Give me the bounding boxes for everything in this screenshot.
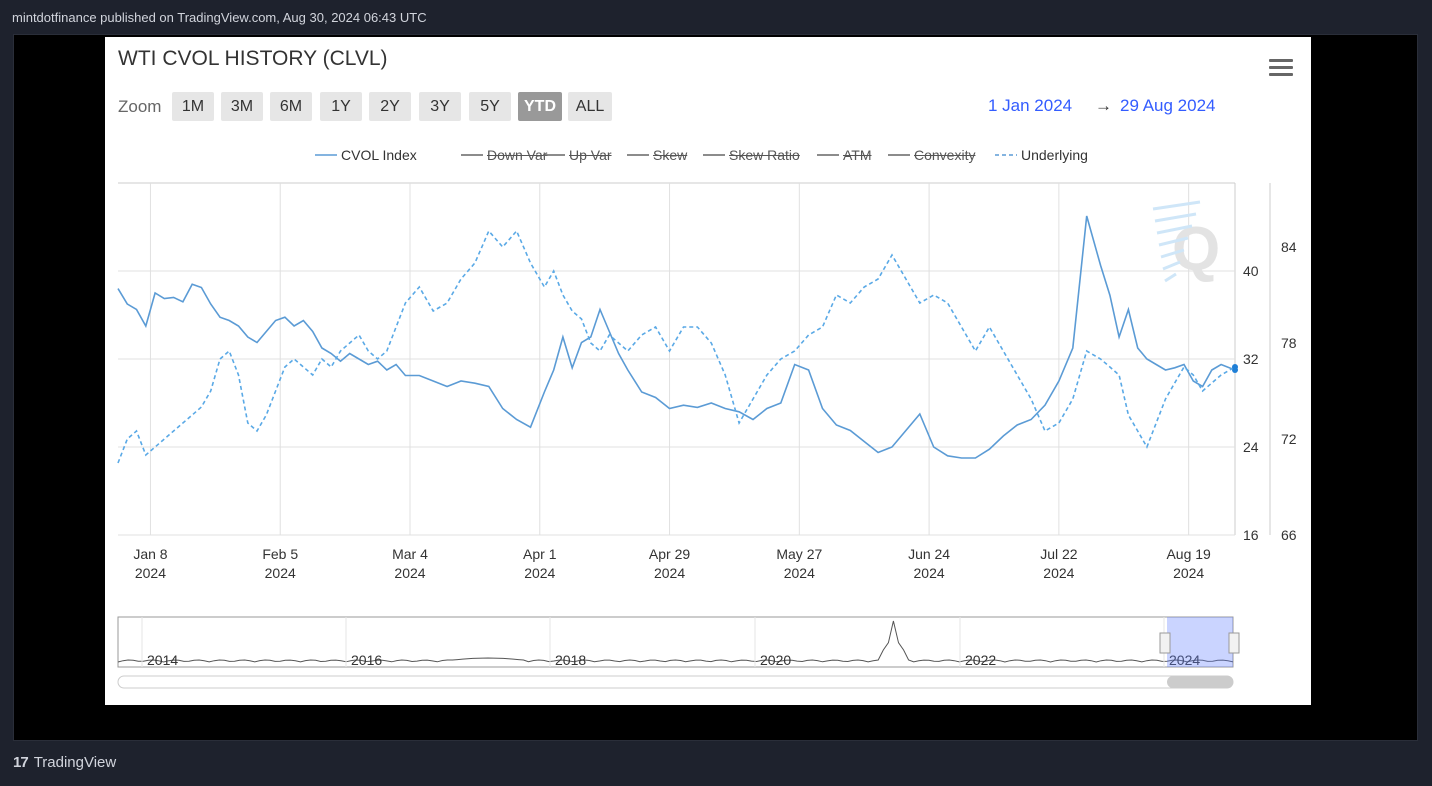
x-tick-label: Mar 4: [392, 546, 428, 562]
zoom-button-3y[interactable]: 3Y: [419, 92, 461, 121]
zoom-button-ytd[interactable]: YTD: [518, 92, 562, 121]
range-from[interactable]: 1 Jan 2024: [988, 96, 1073, 115]
x-tick-label: Jul 22: [1040, 546, 1078, 562]
navigator-year-label: 2016: [351, 652, 382, 668]
navigator-year-label: 2014: [147, 652, 178, 668]
x-tick-label: Aug 19: [1166, 546, 1211, 562]
range-to[interactable]: 29 Aug 2024: [1120, 96, 1216, 115]
zoom-button-5y[interactable]: 5Y: [469, 92, 511, 121]
x-tick-label: Apr 1: [523, 546, 557, 562]
zoom-button-1m[interactable]: 1M: [172, 92, 214, 121]
x-tick-label: Jun 24: [908, 546, 950, 562]
zoom-button-1y[interactable]: 1Y: [320, 92, 362, 121]
watermark-stripe: [1158, 236, 1189, 247]
legend-item-down-var[interactable]: Down Var: [461, 147, 547, 163]
chart-legend: CVOL Index Down Var Up Var Skew Skew Ratio AT…: [105, 147, 1311, 167]
legend-label: Convexity: [914, 147, 976, 163]
watermark-stripe: [1164, 272, 1177, 283]
range-arrow-icon: →: [1095, 96, 1112, 115]
y-left-tick: 24: [1243, 439, 1259, 455]
navigator-frame: [117, 616, 1234, 668]
x-tick-year: 2024: [1173, 565, 1204, 581]
navigator-year-label: 2020: [760, 652, 791, 668]
navigator-right-handle[interactable]: [1228, 632, 1240, 654]
zoom-label: Zoom: [118, 97, 162, 116]
navigator-year-label: 2018: [555, 652, 586, 668]
x-tick-label: Jan 8: [133, 546, 167, 562]
legend-line-icon: [995, 154, 1017, 156]
y-left-tick: 40: [1243, 263, 1259, 279]
legend-item-cvol-index[interactable]: CVOL Index: [315, 147, 417, 163]
zoom-button-3m[interactable]: 3M: [221, 92, 263, 121]
series-line-cvol-index: [117, 215, 1236, 459]
legend-label: Underlying: [1021, 147, 1088, 163]
chart-card: WTI CVOL HISTORY (CLVL) Zoom 1M 3M 6M 1Y 2Y 3…: [105, 37, 1311, 705]
y-right-tick: 66: [1281, 527, 1297, 543]
legend-line-icon: [315, 154, 337, 156]
footer: 17 TradingView: [13, 754, 116, 771]
navigator-year-label: 2024: [1169, 652, 1200, 668]
x-tick-year: 2024: [524, 565, 555, 581]
legend-label: CVOL Index: [341, 147, 417, 163]
watermark-q-icon: Q: [1172, 215, 1220, 284]
y-right-tick: 84: [1281, 239, 1297, 255]
legend-line-icon: [461, 154, 483, 156]
watermark-stripe: [1152, 200, 1201, 211]
tradingview-logo-icon: 17: [13, 754, 29, 771]
navigator-year-label: 2022: [965, 652, 996, 668]
x-tick-label: Feb 5: [262, 546, 298, 562]
y-right-tick: 78: [1281, 335, 1297, 351]
zoom-button-all[interactable]: ALL: [568, 92, 612, 121]
navigator-line: [117, 620, 1234, 663]
x-tick-year: 2024: [1043, 565, 1074, 581]
legend-item-skew-ratio[interactable]: Skew Ratio: [703, 147, 800, 163]
legend-item-underlying[interactable]: Underlying: [995, 147, 1088, 163]
publisher-header: mintdotfinance published on TradingView.…: [12, 10, 427, 25]
zoom-button-2y[interactable]: 2Y: [369, 92, 411, 121]
legend-item-up-var[interactable]: Up Var: [543, 147, 612, 163]
x-tick-year: 2024: [784, 565, 815, 581]
y-right-tick: 72: [1281, 431, 1297, 447]
footer-brand: TradingView: [33, 754, 117, 771]
series-line-underlying: [117, 229, 1236, 464]
scrollbar-track: [117, 675, 1234, 689]
watermark-stripe: [1160, 248, 1185, 259]
x-tick-year: 2024: [914, 565, 945, 581]
navigator-selection: [1167, 617, 1233, 667]
x-tick-year: 2024: [265, 565, 296, 581]
scrollbar-thumb[interactable]: [1167, 676, 1233, 688]
x-tick-year: 2024: [394, 565, 425, 581]
legend-label: Skew: [653, 147, 688, 163]
navigator-left-handle[interactable]: [1159, 632, 1171, 654]
legend-item-skew[interactable]: Skew: [627, 147, 687, 163]
x-tick-label: Apr 29: [649, 546, 690, 562]
legend-label: Up Var: [569, 147, 612, 163]
legend-label: Skew Ratio: [729, 147, 800, 163]
series-end-point: [1232, 364, 1238, 370]
x-tick-year: 2024: [654, 565, 685, 581]
zoom-button-6m[interactable]: 6M: [270, 92, 312, 121]
chart-plot: 16 24 32 40 66 72 78 84 Jan 8 2024 Feb 5 2024 Mar 4 2…: [117, 182, 1297, 689]
legend-item-convexity[interactable]: Convexity: [888, 147, 975, 163]
x-tick-year: 2024: [135, 565, 166, 581]
legend-label: Down Var: [487, 147, 548, 163]
x-tick-label: May 27: [776, 546, 822, 562]
legend-line-icon: [703, 154, 725, 156]
legend-line-icon: [817, 154, 839, 156]
hamburger-menu-icon[interactable]: [1269, 59, 1293, 79]
legend-line-icon: [543, 154, 565, 156]
legend-line-icon: [888, 154, 910, 156]
watermark-stripe: [1162, 260, 1181, 271]
y-left-tick: 32: [1243, 351, 1259, 367]
legend-item-atm[interactable]: ATM: [817, 147, 872, 163]
y-left-tick: 16: [1243, 527, 1259, 543]
watermark-stripe: [1154, 212, 1197, 223]
watermark-stripe: [1156, 224, 1193, 235]
chart-title: WTI CVOL HISTORY (CLVL): [118, 47, 388, 70]
legend-line-icon: [627, 154, 649, 156]
legend-label: ATM: [843, 147, 872, 163]
